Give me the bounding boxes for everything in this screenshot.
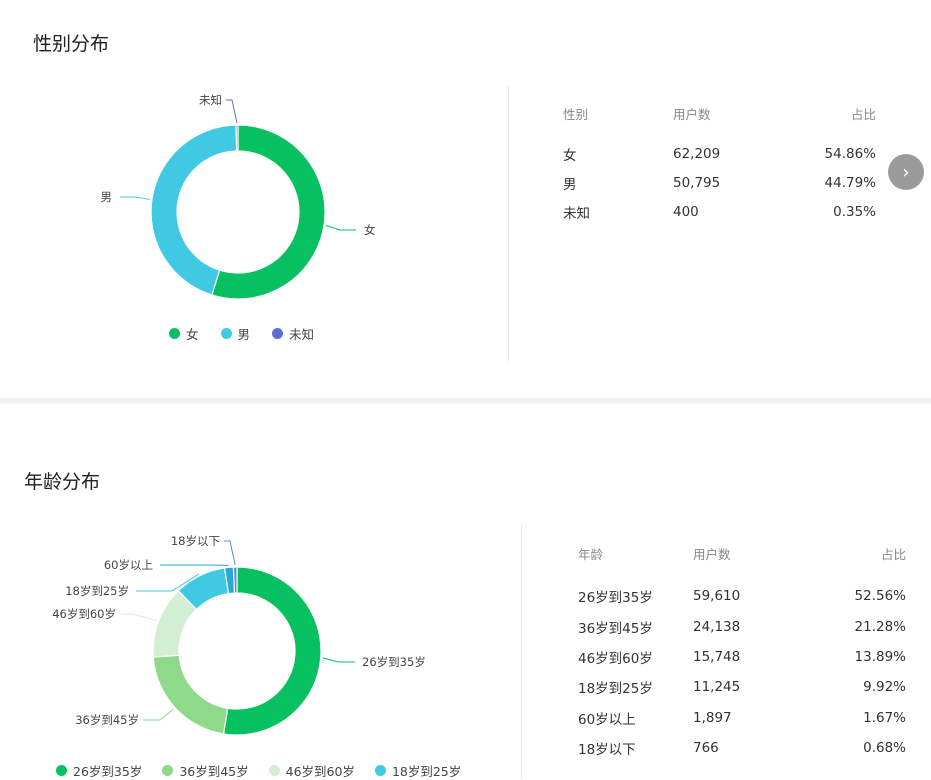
gender-label-cell: 未知	[563, 197, 673, 226]
pie-slice[interactable]	[236, 125, 238, 151]
legend-item[interactable]: 18岁到25岁	[375, 761, 461, 780]
legend-item[interactable]: 未知	[272, 324, 314, 343]
user-count-cell: 766	[693, 733, 803, 763]
pie-slice[interactable]	[151, 125, 237, 295]
slice-label: 36岁到45岁	[75, 713, 139, 727]
header-pct: 占比	[783, 101, 876, 125]
user-count-cell: 59,610	[693, 581, 803, 611]
age-label-cell: 18岁以下	[578, 733, 693, 763]
age-label-cell: 46岁到60岁	[578, 642, 693, 672]
pie-slice[interactable]	[224, 567, 321, 735]
legend-label: 36岁到45岁	[179, 761, 248, 780]
slice-label: 26岁到35岁	[362, 655, 426, 669]
header-users: 用户数	[693, 541, 803, 565]
legend-dot-icon	[272, 328, 283, 339]
percentage-cell: 44.79%	[783, 168, 876, 197]
percentage-cell: 9.92%	[803, 672, 906, 702]
slice-leader-line	[226, 100, 237, 123]
header-age: 年龄	[578, 541, 693, 565]
age-label-cell: 26岁到35岁	[578, 581, 693, 611]
legend-item[interactable]: 36岁到45岁	[162, 761, 248, 780]
legend-label: 46岁到60岁	[286, 761, 355, 780]
percentage-cell: 52.56%	[803, 581, 906, 611]
slice-label: 60岁以上	[104, 558, 153, 572]
table-header-row: 性别 用户数 占比	[563, 101, 876, 125]
gender-label-cell: 男	[563, 168, 673, 197]
age-legend: 26岁到35岁 36岁到45岁 46岁到60岁 18岁到25岁	[56, 761, 481, 780]
user-count-cell: 11,245	[693, 672, 803, 702]
legend-label: 男	[238, 324, 251, 343]
user-count-cell: 400	[673, 197, 783, 226]
slice-label: 男	[101, 190, 113, 204]
slice-leader-line	[323, 658, 355, 662]
user-count-cell: 24,138	[693, 611, 803, 641]
legend-item[interactable]: 46岁到60岁	[269, 761, 355, 780]
legend-dot-icon	[375, 765, 386, 776]
legend-label: 未知	[289, 324, 314, 343]
gender-label-cell: 女	[563, 139, 673, 168]
slice-label: 未知	[199, 93, 222, 107]
legend-label: 女	[186, 324, 199, 343]
divider	[508, 86, 509, 361]
slice-label: 18岁到25岁	[65, 584, 129, 598]
user-count-cell: 50,795	[673, 168, 783, 197]
legend-dot-icon	[221, 328, 232, 339]
chevron-right-icon: ›	[902, 162, 909, 183]
legend-dot-icon	[162, 765, 173, 776]
percentage-cell: 1.67%	[803, 703, 906, 733]
pie-slice[interactable]	[233, 567, 237, 593]
slice-leader-line	[326, 226, 356, 230]
age-label-cell: 60岁以上	[578, 703, 693, 733]
age-label-cell: 18岁到25岁	[578, 672, 693, 702]
header-gender: 性别	[563, 101, 673, 125]
next-page-button[interactable]: ›	[888, 154, 924, 190]
slice-label: 46岁到60岁	[52, 607, 116, 621]
user-count-cell: 1,897	[693, 703, 803, 733]
header-users: 用户数	[673, 101, 783, 125]
legend-item[interactable]: 男	[221, 324, 251, 343]
header-pct: 占比	[803, 541, 906, 565]
percentage-cell: 0.35%	[783, 197, 876, 226]
legend-dot-icon	[169, 328, 180, 339]
table-header-row: 年龄 用户数 占比	[578, 541, 906, 565]
percentage-cell: 13.89%	[803, 642, 906, 672]
slice-leader-line	[143, 709, 174, 720]
slice-label: 女	[364, 223, 376, 237]
pie-slice[interactable]	[153, 655, 227, 734]
percentage-cell: 21.28%	[803, 611, 906, 641]
legend-dot-icon	[56, 765, 67, 776]
percentage-cell: 0.68%	[803, 733, 906, 763]
legend-dot-icon	[269, 765, 280, 776]
slice-leader-line	[224, 541, 235, 565]
legend-item[interactable]: 女	[169, 324, 199, 343]
divider	[521, 524, 522, 779]
user-count-cell: 15,748	[693, 642, 803, 672]
age-donut-chart: 26岁到35岁 36岁到45岁 46岁到60岁 18岁到25岁 60岁以上 18岁以下	[0, 404, 500, 764]
slice-leader-line	[121, 614, 157, 620]
legend-label: 26岁到35岁	[73, 761, 142, 780]
age-label-cell: 36岁到45岁	[578, 611, 693, 641]
gender-legend: 女 男 未知	[169, 324, 336, 343]
percentage-cell: 54.86%	[783, 139, 876, 168]
legend-label: 18岁到25岁	[392, 761, 461, 780]
slice-leader-line	[120, 197, 150, 199]
user-count-cell: 62,209	[673, 139, 783, 168]
legend-item[interactable]: 26岁到35岁	[56, 761, 142, 780]
slice-label: 18岁以下	[171, 534, 220, 548]
